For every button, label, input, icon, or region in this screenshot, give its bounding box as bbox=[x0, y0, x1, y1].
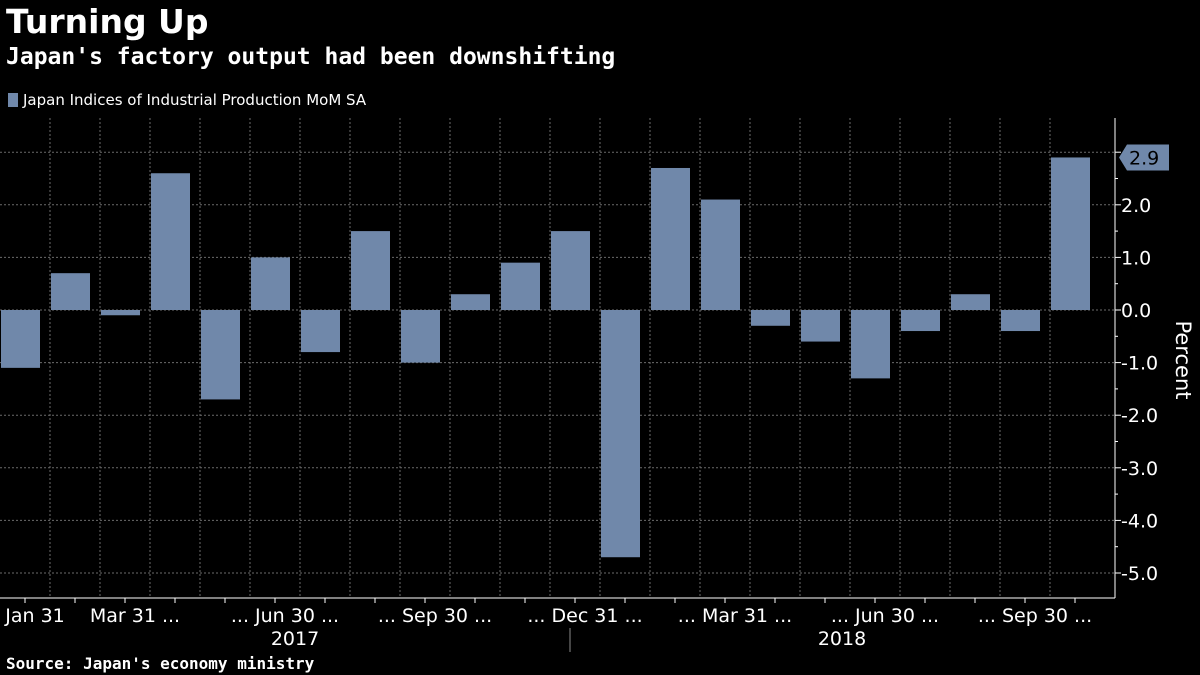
bar-jul-2018 bbox=[901, 310, 940, 332]
bar-sep-2017 bbox=[401, 310, 440, 363]
y-tick-label: 0.0 bbox=[1121, 300, 1151, 322]
bar-jun-2017 bbox=[251, 257, 290, 310]
year-label: 2018 bbox=[818, 628, 866, 650]
bar-aug-2018 bbox=[951, 294, 990, 310]
x-tick-label: ... Jun 30 ... bbox=[231, 605, 339, 627]
bar-layer bbox=[1, 157, 1090, 558]
legend-swatch bbox=[8, 93, 18, 107]
bar-feb-2018 bbox=[651, 167, 690, 310]
y-tick-label: -2.0 bbox=[1121, 405, 1158, 427]
bar-mar-2018 bbox=[701, 199, 740, 310]
x-tick-label: Jan 31 bbox=[4, 605, 65, 627]
bar-oct-2018 bbox=[1051, 157, 1090, 310]
bar-nov-2017 bbox=[501, 262, 540, 310]
bar-apr-2018 bbox=[751, 310, 790, 326]
bar-may-2018 bbox=[801, 310, 840, 342]
last-value-callout bbox=[1119, 144, 1169, 171]
y-tick-label: -1.0 bbox=[1121, 353, 1158, 375]
bar-jun-2018 bbox=[851, 310, 890, 379]
chart-subtitle: Japan's factory output had been downshif… bbox=[6, 44, 616, 70]
y-tick-label: -3.0 bbox=[1121, 458, 1158, 480]
legend-label: Japan Indices of Industrial Production M… bbox=[23, 91, 367, 109]
bar-mar-2017 bbox=[101, 310, 140, 316]
x-tick-label: ... Dec 31 ... bbox=[527, 605, 642, 627]
bar-sep-2018 bbox=[1001, 310, 1040, 332]
bar-may-2017 bbox=[201, 310, 240, 400]
y-tick-label: 1.0 bbox=[1121, 247, 1151, 269]
axis-layer: -5.0 -4.0 -3.0 -2.0 -1.0 0.0 1.0 2.0 2.9 Percent J… bbox=[4, 118, 1195, 652]
bar-jul-2017 bbox=[301, 310, 340, 353]
y-axis-title: Percent bbox=[1171, 320, 1195, 399]
bar-oct-2017 bbox=[451, 294, 490, 310]
bar-feb-2017 bbox=[51, 273, 90, 310]
bar-aug-2017 bbox=[351, 231, 390, 310]
last-value-label: 2.9 bbox=[1129, 147, 1159, 169]
y-tick-label: -5.0 bbox=[1121, 563, 1158, 585]
x-tick-label: ... Mar 31 ... bbox=[678, 605, 792, 627]
x-tick-label: ... Sep 30 ... bbox=[378, 605, 492, 627]
chart-title: Turning Up bbox=[6, 2, 209, 41]
bar-jan-2018 bbox=[601, 310, 640, 558]
bar-jan-2017 bbox=[1, 310, 40, 368]
y-tick-label: 2.0 bbox=[1121, 195, 1151, 217]
bar-dec-2017 bbox=[551, 231, 590, 310]
bar-apr-2017 bbox=[151, 173, 190, 310]
source-note: Source: Japan's economy ministry bbox=[6, 654, 315, 673]
y-tick-label: -4.0 bbox=[1121, 510, 1158, 532]
year-label: 2017 bbox=[271, 628, 319, 650]
x-tick-label: ... Jun 30 ... bbox=[831, 605, 939, 627]
legend: Japan Indices of Industrial Production M… bbox=[8, 91, 366, 109]
grid-layer bbox=[0, 118, 1115, 599]
x-tick-label: Mar 31 ... bbox=[90, 605, 180, 627]
x-tick-label: ... Sep 30 ... bbox=[978, 605, 1092, 627]
